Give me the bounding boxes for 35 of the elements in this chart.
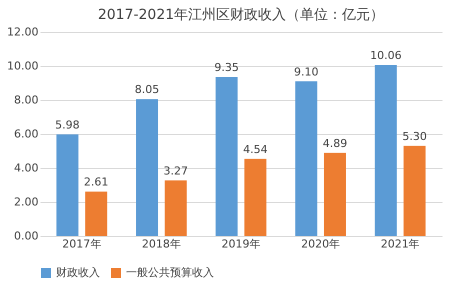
data-label: 10.06 — [370, 48, 402, 62]
data-label: 3.27 — [164, 164, 188, 178]
data-label: 9.10 — [294, 65, 318, 78]
x-tick-label: 2019年 — [222, 238, 260, 250]
bar — [324, 152, 346, 236]
y-tick-label: 12.00 — [7, 26, 38, 38]
chart-title: 2017-2021年江州区财政收入（单位：亿元） — [98, 7, 384, 23]
bar — [136, 99, 158, 236]
y-tick-label: 0.00 — [14, 230, 38, 242]
y-tick-label: 10.00 — [7, 60, 38, 72]
x-tick-label: 2017年 — [62, 238, 102, 250]
y-tick-label: 4.00 — [14, 162, 38, 174]
legend-label: 一般公共预算收入 — [126, 266, 214, 279]
bar — [216, 77, 238, 236]
data-label: 5.30 — [402, 130, 427, 143]
y-tick-label: 8.00 — [14, 94, 38, 106]
bar — [244, 158, 266, 236]
y-tick-label: 2.00 — [14, 196, 38, 208]
bar — [404, 146, 426, 236]
bar — [164, 180, 187, 236]
x-tick-label: 2021年 — [380, 238, 420, 250]
data-label: 4.89 — [322, 136, 348, 150]
data-label: 5.98 — [55, 118, 80, 132]
bar — [295, 81, 318, 236]
data-label: 8.05 — [134, 83, 160, 96]
bar — [374, 64, 397, 236]
x-tick-label: 2018年 — [142, 238, 181, 250]
bar — [56, 134, 78, 236]
legend-label: 财政收入 — [56, 266, 100, 279]
y-tick-label: 6.00 — [14, 128, 38, 140]
x-tick-label: 2020年 — [301, 238, 340, 250]
data-label: 2.61 — [84, 176, 108, 189]
data-label: 4.54 — [243, 142, 268, 156]
bar — [85, 192, 108, 236]
data-label: 9.35 — [214, 61, 239, 74]
